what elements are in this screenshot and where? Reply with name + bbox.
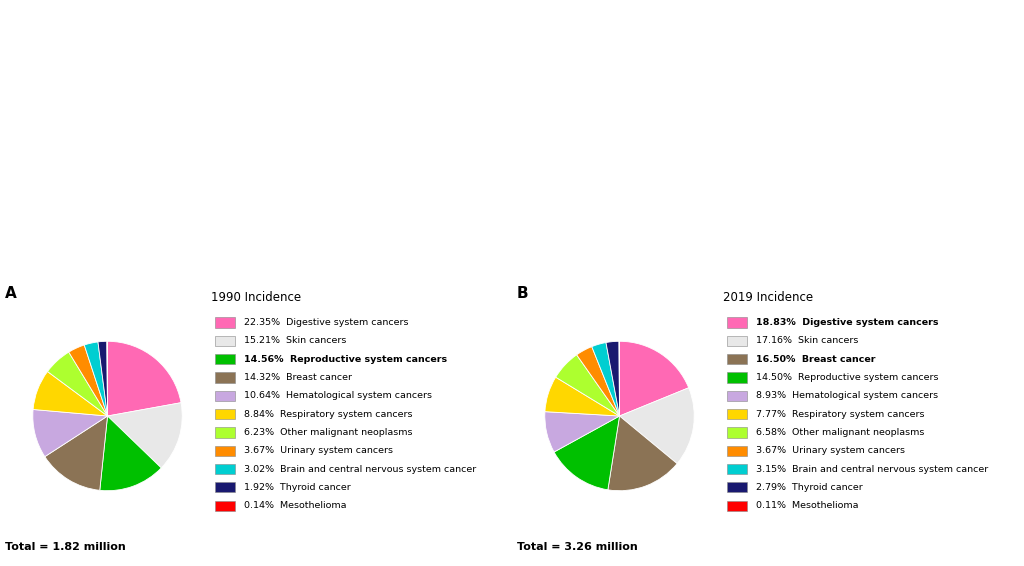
Text: Total = 1.82 million: Total = 1.82 million (5, 542, 126, 552)
FancyBboxPatch shape (727, 336, 748, 346)
Text: 14.56%  Reproductive system cancers: 14.56% Reproductive system cancers (244, 355, 446, 364)
Text: 3.02%  Brain and central nervous system cancer: 3.02% Brain and central nervous system c… (244, 465, 476, 474)
FancyBboxPatch shape (727, 445, 748, 456)
Text: B: B (517, 286, 528, 301)
Wedge shape (620, 341, 689, 416)
Text: 1990 Incidence: 1990 Incidence (211, 291, 301, 305)
Wedge shape (45, 416, 108, 490)
Wedge shape (592, 342, 620, 416)
Wedge shape (69, 345, 108, 416)
FancyBboxPatch shape (215, 445, 236, 456)
Text: 1.92%  Thyroid cancer: 1.92% Thyroid cancer (244, 483, 350, 492)
Wedge shape (98, 341, 108, 416)
Text: 17.16%  Skin cancers: 17.16% Skin cancers (756, 336, 858, 345)
FancyBboxPatch shape (727, 372, 748, 383)
FancyBboxPatch shape (215, 318, 236, 328)
FancyBboxPatch shape (215, 336, 236, 346)
Text: 22.35%  Digestive system cancers: 22.35% Digestive system cancers (244, 318, 409, 327)
Text: 14.32%  Breast cancer: 14.32% Breast cancer (244, 373, 351, 382)
FancyBboxPatch shape (215, 372, 236, 383)
Text: A: A (5, 286, 16, 301)
Text: 3.67%  Urinary system cancers: 3.67% Urinary system cancers (756, 446, 905, 455)
Text: 3.67%  Urinary system cancers: 3.67% Urinary system cancers (244, 446, 393, 455)
Wedge shape (33, 409, 108, 457)
FancyBboxPatch shape (215, 464, 236, 474)
Wedge shape (99, 416, 161, 491)
Wedge shape (47, 352, 108, 416)
Wedge shape (608, 416, 677, 491)
Wedge shape (108, 402, 182, 468)
Wedge shape (84, 342, 108, 416)
Wedge shape (545, 377, 620, 416)
FancyBboxPatch shape (727, 409, 748, 419)
FancyBboxPatch shape (727, 500, 748, 511)
FancyBboxPatch shape (727, 427, 748, 438)
Text: 6.58%  Other malignant neoplasms: 6.58% Other malignant neoplasms (756, 428, 924, 437)
Text: 3.15%  Brain and central nervous system cancer: 3.15% Brain and central nervous system c… (756, 465, 988, 474)
FancyBboxPatch shape (727, 464, 748, 474)
Text: 8.84%  Respiratory system cancers: 8.84% Respiratory system cancers (244, 410, 413, 419)
Wedge shape (108, 341, 181, 416)
Text: 15.21%  Skin cancers: 15.21% Skin cancers (244, 336, 346, 345)
FancyBboxPatch shape (727, 391, 748, 401)
FancyBboxPatch shape (727, 482, 748, 492)
FancyBboxPatch shape (215, 391, 236, 401)
FancyBboxPatch shape (215, 427, 236, 438)
Wedge shape (554, 416, 620, 490)
Text: 8.93%  Hematological system cancers: 8.93% Hematological system cancers (756, 391, 938, 400)
Text: 2019 Incidence: 2019 Incidence (723, 291, 813, 305)
Wedge shape (556, 355, 620, 416)
FancyBboxPatch shape (215, 354, 236, 365)
FancyBboxPatch shape (215, 500, 236, 511)
Text: 6.23%  Other malignant neoplasms: 6.23% Other malignant neoplasms (244, 428, 413, 437)
Text: 0.11%  Mesothelioma: 0.11% Mesothelioma (756, 501, 858, 510)
Wedge shape (545, 411, 620, 452)
Text: 14.50%  Reproductive system cancers: 14.50% Reproductive system cancers (756, 373, 938, 382)
Text: 0.14%  Mesothelioma: 0.14% Mesothelioma (244, 501, 346, 510)
Wedge shape (620, 388, 694, 464)
Text: Total = 3.26 million: Total = 3.26 million (517, 542, 638, 552)
Text: 2.79%  Thyroid cancer: 2.79% Thyroid cancer (756, 483, 862, 492)
Text: 18.83%  Digestive system cancers: 18.83% Digestive system cancers (756, 318, 938, 327)
Text: 16.50%  Breast cancer: 16.50% Breast cancer (756, 355, 876, 364)
Wedge shape (577, 346, 620, 416)
Wedge shape (33, 371, 108, 416)
Wedge shape (606, 341, 620, 416)
FancyBboxPatch shape (727, 354, 748, 365)
FancyBboxPatch shape (215, 409, 236, 419)
Text: 10.64%  Hematological system cancers: 10.64% Hematological system cancers (244, 391, 432, 400)
FancyBboxPatch shape (215, 482, 236, 492)
Text: 7.77%  Respiratory system cancers: 7.77% Respiratory system cancers (756, 410, 925, 419)
FancyBboxPatch shape (727, 318, 748, 328)
